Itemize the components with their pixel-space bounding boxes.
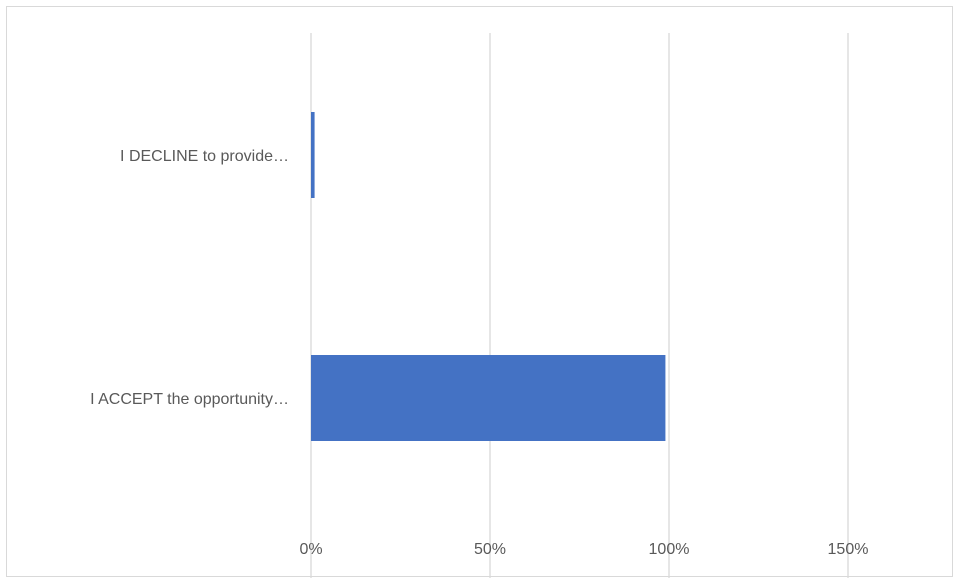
x-tick-label: 150% [828, 541, 869, 558]
category-label: I ACCEPT the opportunity… [90, 391, 289, 408]
x-tick-label: 0% [299, 541, 322, 558]
category-label: I DECLINE to provide… [120, 148, 289, 165]
bar-1 [311, 355, 666, 441]
x-tick-label: 100% [649, 541, 690, 558]
bars [311, 112, 666, 441]
x-tick-label: 50% [474, 541, 506, 558]
gridlines [310, 33, 849, 578]
bar-0 [311, 112, 315, 198]
category-labels: I DECLINE to provide… I ACCEPT the opport… [90, 148, 289, 408]
x-axis-tick-labels: 0% 50% 100% 150% [299, 541, 868, 558]
chart-frame [6, 6, 953, 577]
